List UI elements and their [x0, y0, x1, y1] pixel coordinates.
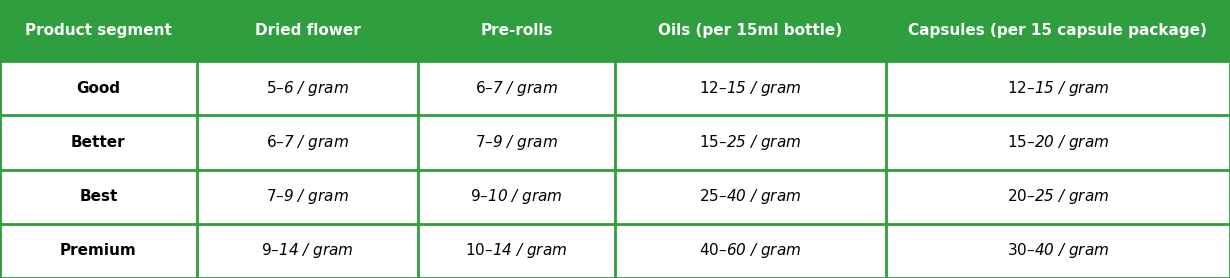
Text: $9 – $14 / gram: $9 – $14 / gram [261, 241, 354, 260]
Bar [197, 115, 418, 170]
Bar [886, 0, 1230, 61]
Text: $7 – $9 / gram: $7 – $9 / gram [475, 133, 558, 152]
Bar [0, 61, 197, 115]
Text: Good: Good [76, 81, 121, 96]
Text: Capsules (per 15 capsule package): Capsules (per 15 capsule package) [909, 23, 1207, 38]
Text: Best: Best [79, 189, 118, 204]
Text: $30 – $40 / gram: $30 – $40 / gram [1006, 241, 1109, 260]
Text: $20 – $25 / gram: $20 – $25 / gram [1006, 187, 1109, 206]
Bar [886, 170, 1230, 224]
Bar [615, 224, 886, 278]
Bar [418, 61, 615, 115]
Bar [0, 115, 197, 170]
Text: Oils (per 15ml bottle): Oils (per 15ml bottle) [658, 23, 843, 38]
Bar [615, 170, 886, 224]
Text: $15 – $20 / gram: $15 – $20 / gram [1006, 133, 1109, 152]
Text: $6 – $7 / gram: $6 – $7 / gram [475, 79, 558, 98]
Bar [197, 224, 418, 278]
Text: $9 – $10 / gram: $9 – $10 / gram [470, 187, 563, 206]
Text: $6 – $7 / gram: $6 – $7 / gram [266, 133, 349, 152]
Text: $15 – $25 / gram: $15 – $25 / gram [699, 133, 802, 152]
Text: $7 – $9 / gram: $7 – $9 / gram [266, 187, 349, 206]
Bar [615, 0, 886, 61]
Text: Premium: Premium [60, 244, 137, 258]
Text: $5 – $6 / gram: $5 – $6 / gram [266, 79, 349, 98]
Text: $12 – $15 / gram: $12 – $15 / gram [699, 79, 802, 98]
Bar [0, 170, 197, 224]
Bar [197, 61, 418, 115]
Bar [0, 224, 197, 278]
Text: Better: Better [71, 135, 125, 150]
Text: Pre-rolls: Pre-rolls [481, 23, 552, 38]
Bar [615, 61, 886, 115]
Bar [418, 170, 615, 224]
Text: $25 – $40 / gram: $25 – $40 / gram [699, 187, 802, 206]
Text: $10 – $14 / gram: $10 – $14 / gram [465, 241, 568, 260]
Bar [886, 224, 1230, 278]
Text: Dried flower: Dried flower [255, 23, 360, 38]
Bar [615, 115, 886, 170]
Bar [418, 224, 615, 278]
Bar [886, 115, 1230, 170]
Bar [0, 0, 197, 61]
Bar [418, 0, 615, 61]
Bar [886, 61, 1230, 115]
Text: Product segment: Product segment [25, 23, 172, 38]
Bar [418, 115, 615, 170]
Bar [197, 170, 418, 224]
Text: $12 – $15 / gram: $12 – $15 / gram [1006, 79, 1109, 98]
Text: $40 – $60 / gram: $40 – $60 / gram [699, 241, 802, 260]
Bar [197, 0, 418, 61]
